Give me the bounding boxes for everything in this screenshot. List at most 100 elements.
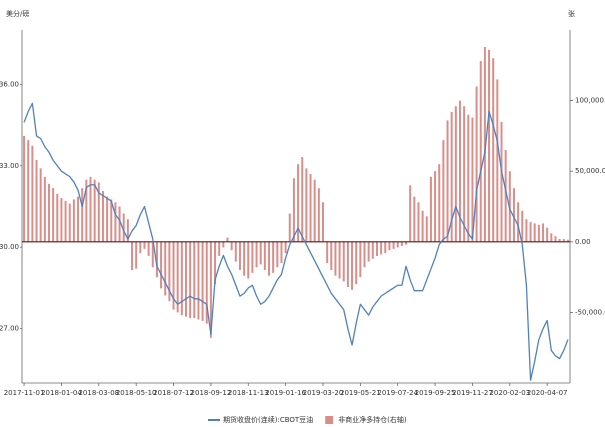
bar	[488, 49, 491, 242]
bar	[106, 196, 109, 242]
bar	[292, 178, 295, 242]
bar	[342, 241, 345, 282]
bar	[421, 210, 424, 242]
bar	[64, 200, 67, 242]
bar	[450, 111, 453, 242]
bar	[131, 241, 134, 271]
bar	[471, 117, 474, 242]
bar	[529, 222, 532, 242]
bar	[168, 241, 171, 302]
bar	[512, 188, 515, 242]
bar	[550, 233, 553, 242]
bar	[359, 241, 362, 278]
bar	[458, 100, 461, 242]
bar	[405, 241, 408, 245]
bar	[363, 241, 366, 268]
bar	[218, 241, 221, 256]
bar	[31, 145, 34, 242]
bar	[521, 210, 524, 242]
bar	[23, 135, 26, 242]
bar	[330, 241, 333, 271]
bar	[409, 185, 412, 242]
bar	[259, 241, 262, 265]
bar	[326, 241, 329, 263]
bar	[442, 140, 445, 242]
bar	[413, 196, 416, 242]
bar	[375, 241, 378, 256]
bar	[429, 176, 432, 242]
y2-tick-label: 50,000.00	[575, 167, 605, 175]
bar	[93, 179, 96, 242]
bar	[251, 241, 254, 273]
bar	[504, 150, 507, 242]
x-tick-label: 2017-11-01	[4, 389, 45, 397]
bar	[388, 241, 391, 251]
bar	[454, 106, 457, 242]
bar	[400, 241, 403, 247]
bar	[247, 241, 250, 279]
y2-tick-label: 0.00	[575, 238, 591, 246]
x-tick-label: 2019-11-27	[452, 389, 493, 397]
bar	[52, 188, 55, 242]
bar	[255, 241, 258, 268]
bar	[81, 188, 84, 242]
bar	[201, 241, 204, 321]
bar	[189, 241, 192, 319]
x-tick-label: 2020-04-07	[527, 389, 568, 397]
x-tick-label: 2018-05-10	[116, 389, 157, 397]
bar	[180, 241, 183, 316]
bar	[85, 179, 88, 242]
y2-tick-label: 100,000.00	[575, 97, 605, 105]
x-tick-label: 2019-05-21	[340, 389, 381, 397]
bar	[533, 223, 536, 242]
bar	[425, 216, 428, 242]
y2-axis-unit: 张	[568, 9, 575, 18]
bar	[546, 227, 549, 242]
bar	[417, 202, 420, 242]
bar	[60, 198, 63, 242]
bar	[139, 241, 142, 254]
bar	[446, 120, 449, 242]
bar	[68, 203, 71, 242]
bar	[126, 219, 129, 242]
x-tick-label: 2018-07-12	[153, 389, 194, 397]
legend-label: 非商业净多持仓(右轴)	[338, 415, 407, 424]
line	[23, 102, 569, 381]
bar	[230, 241, 233, 251]
bar	[297, 164, 300, 242]
bar	[27, 140, 30, 242]
bar	[566, 239, 569, 242]
bar	[147, 241, 150, 256]
bar	[542, 223, 545, 242]
bar	[101, 190, 104, 242]
bar	[209, 241, 212, 338]
bar	[334, 241, 337, 276]
bar	[284, 241, 287, 254]
bar	[272, 241, 275, 273]
bar	[118, 206, 121, 242]
bar	[214, 241, 217, 285]
y-tick-label: 33.00	[0, 162, 19, 170]
bar	[268, 241, 271, 276]
bar	[463, 106, 466, 242]
x-tick-label: 2018-03-08	[78, 389, 119, 397]
bar	[160, 241, 163, 289]
x-tick-label: 2018-01-04	[41, 389, 82, 397]
bar	[305, 168, 308, 242]
bar	[392, 241, 395, 249]
bar	[525, 219, 528, 242]
bar	[238, 241, 241, 271]
bar	[197, 241, 200, 320]
x-tick-label: 2019-07-24	[377, 389, 418, 397]
bar	[77, 196, 80, 242]
bar	[301, 157, 304, 242]
bar	[72, 199, 75, 242]
bar	[135, 241, 138, 269]
bar	[234, 241, 237, 262]
bar	[263, 241, 266, 271]
bar	[562, 238, 565, 242]
bar	[176, 241, 179, 313]
bar	[351, 241, 354, 290]
bar	[355, 241, 358, 285]
bar	[151, 241, 154, 268]
